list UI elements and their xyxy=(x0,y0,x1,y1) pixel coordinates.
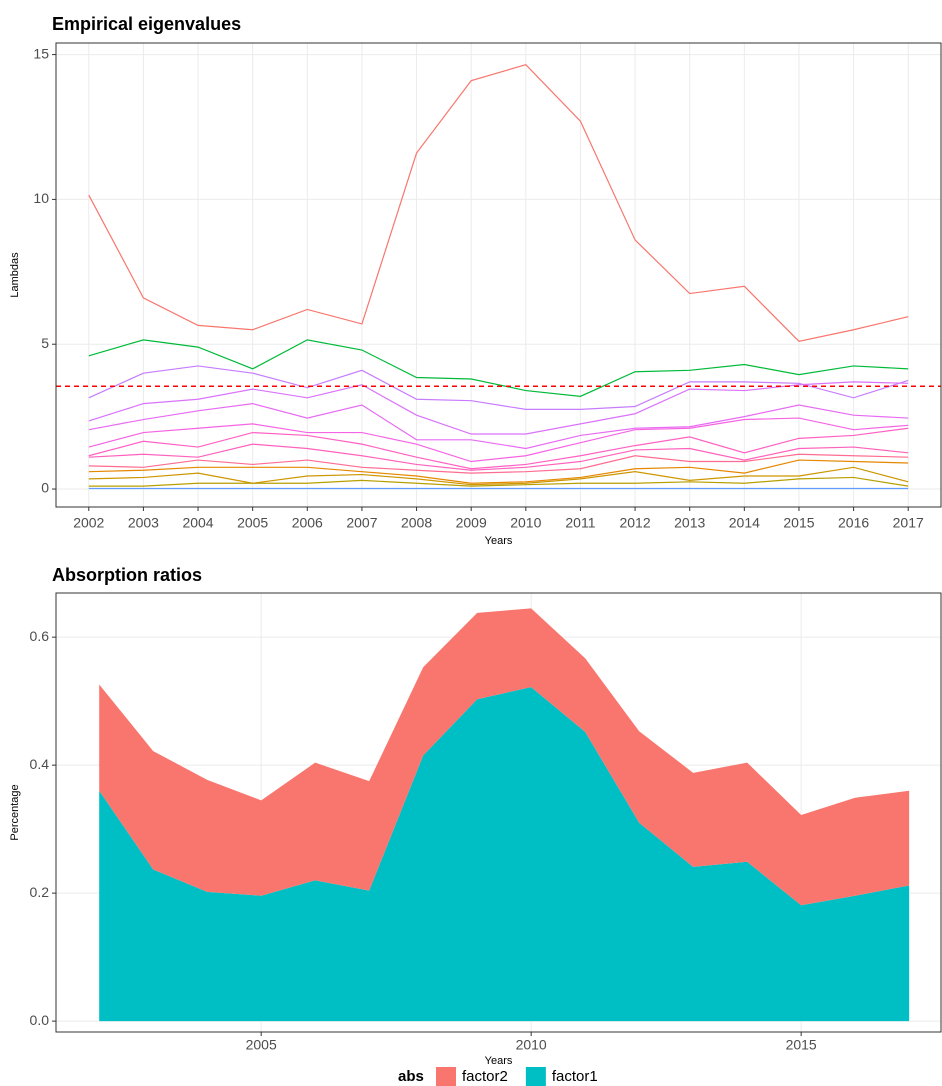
line-series xyxy=(88,417,909,463)
x-tick-label: 2002 xyxy=(73,515,104,531)
x-tick-label: 2006 xyxy=(292,515,323,531)
x-tick-label: 2009 xyxy=(456,515,487,531)
legend-swatch xyxy=(436,1067,456,1086)
x-tick-label: 2017 xyxy=(893,515,924,531)
y-axis-title: Lambdas xyxy=(9,252,21,298)
line-series xyxy=(88,459,909,484)
y-tick-label: 15 xyxy=(33,45,49,61)
x-tick-label: 2010 xyxy=(510,515,541,531)
legend-label: factor2 xyxy=(462,1068,508,1085)
y-tick-label: 10 xyxy=(33,190,49,206)
plot-background xyxy=(56,43,941,507)
x-tick-label: 2014 xyxy=(729,515,760,531)
y-axis-title: Percentage xyxy=(9,784,21,840)
x-tick-label: 2007 xyxy=(346,515,377,531)
line-series xyxy=(88,427,909,470)
line-series xyxy=(88,466,909,486)
x-tick-label: 2015 xyxy=(786,1037,817,1053)
line-series xyxy=(88,402,909,450)
x-tick-label: 2005 xyxy=(237,515,268,531)
chart-title: Absorption ratios xyxy=(52,565,202,585)
x-axis-title: Years xyxy=(485,535,513,547)
area-series xyxy=(99,608,910,906)
x-tick-label: 2005 xyxy=(246,1037,277,1053)
x-tick-label: 2015 xyxy=(783,515,814,531)
x-tick-label: 2016 xyxy=(838,515,869,531)
y-tick-label: 0.4 xyxy=(30,756,50,772)
y-tick-label: 0.6 xyxy=(30,628,50,644)
line-series xyxy=(88,381,909,435)
x-tick-label: 2003 xyxy=(128,515,159,531)
line-series xyxy=(88,339,909,397)
y-tick-label: 0.2 xyxy=(30,884,50,900)
y-tick-label: 0 xyxy=(41,480,49,496)
x-tick-label: 2013 xyxy=(674,515,705,531)
line-series xyxy=(88,443,909,471)
chart-title: Empirical eigenvalues xyxy=(52,14,241,34)
legend-label: factor1 xyxy=(552,1068,598,1085)
x-tick-label: 2008 xyxy=(401,515,432,531)
legend-swatch xyxy=(525,1067,546,1086)
line-series xyxy=(88,365,909,410)
x-tick-label: 2004 xyxy=(182,515,213,531)
legend-title: abs xyxy=(398,1068,424,1085)
x-tick-label: 2011 xyxy=(565,515,595,531)
line-series xyxy=(88,453,909,474)
x-tick-label: 2010 xyxy=(516,1037,547,1053)
y-tick-label: 0.0 xyxy=(30,1012,50,1028)
line-series xyxy=(88,476,909,487)
x-tick-label: 2012 xyxy=(619,515,650,531)
area-series xyxy=(99,687,910,1022)
x-axis-title: Years xyxy=(485,1055,513,1067)
plot-border xyxy=(55,592,942,1033)
y-tick-label: 5 xyxy=(41,335,49,351)
line-series xyxy=(88,64,909,342)
plot-border xyxy=(55,42,942,508)
